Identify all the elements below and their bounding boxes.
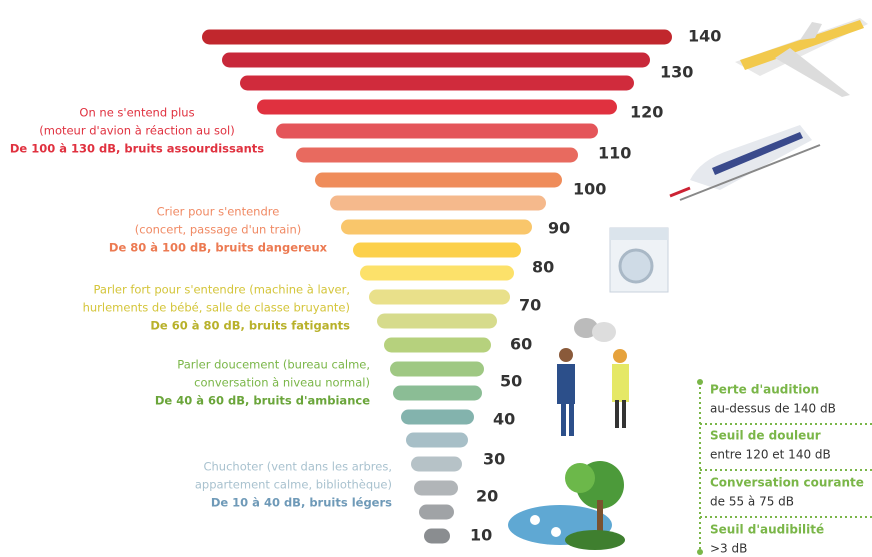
pond-icon <box>508 461 625 550</box>
level-label: 130 <box>660 63 693 82</box>
group-text: appartement calme, bibliothèque) <box>195 478 392 492</box>
legend-detail: entre 120 et 140 dB <box>710 448 831 462</box>
funnel-bar <box>296 148 578 163</box>
group-text: (concert, passage d'un train) <box>135 223 301 237</box>
legend-detail: au-dessus de 140 dB <box>710 402 836 416</box>
funnel-bar <box>390 362 484 377</box>
group-text: conversation à niveau normal) <box>194 376 370 390</box>
funnel-bar <box>202 30 672 45</box>
level-label: 30 <box>483 450 505 469</box>
legend-title: Seuil d'audibilité <box>710 523 824 537</box>
funnel-bar <box>377 314 497 329</box>
level-label: 140 <box>688 27 721 46</box>
legend-detail: >3 dB <box>710 542 747 556</box>
washing-machine-icon <box>610 228 668 292</box>
funnel-bar <box>419 505 454 520</box>
group-text: Crier pour s'entendre <box>157 205 280 219</box>
funnel-bar <box>240 76 634 91</box>
group-range: De 60 à 80 dB, bruits fatigants <box>150 319 350 333</box>
funnel-bar <box>369 290 510 305</box>
funnel-bar <box>360 266 514 281</box>
group-range: De 10 à 40 dB, bruits légers <box>211 496 392 510</box>
group-range: De 40 à 60 dB, bruits d'ambiance <box>155 394 370 408</box>
funnel-bar <box>406 433 468 448</box>
level-label: 110 <box>598 144 631 163</box>
level-label: 80 <box>532 258 554 277</box>
group-range: De 100 à 130 dB, bruits assourdissants <box>10 142 264 156</box>
funnel-bar <box>384 338 491 353</box>
funnel-bar <box>315 173 562 188</box>
funnel-bar <box>411 457 462 472</box>
infographic: 140 130 120 110 100 90 80 70 60 50 40 30 20 10 On ne s… <box>0 0 872 557</box>
funnel-bar <box>330 196 546 211</box>
funnel-bar <box>424 529 450 544</box>
level-label: 70 <box>519 296 541 315</box>
group-text: (moteur d'avion à réaction au sol) <box>39 124 234 138</box>
funnel-bar <box>257 100 617 115</box>
group-text: On ne s'entend plus <box>79 106 194 120</box>
group-text: Parler doucement (bureau calme, <box>177 358 370 372</box>
group-text: Parler fort pour s'entendre (machine à l… <box>94 283 351 297</box>
level-label: 40 <box>493 410 515 429</box>
level-label: 10 <box>470 526 492 545</box>
funnel-bar <box>222 53 650 68</box>
funnel-bar <box>276 124 598 139</box>
level-label: 60 <box>510 335 532 354</box>
legend-title: Conversation courante <box>710 476 864 490</box>
funnel-bar <box>393 386 482 401</box>
legend-title: Seuil de douleur <box>710 429 821 443</box>
legend-dot <box>697 549 703 555</box>
legend-dot <box>697 379 703 385</box>
group-range: De 80 à 100 dB, bruits dangereux <box>109 241 328 255</box>
level-label: 120 <box>630 103 663 122</box>
group-text: hurlements de bébé, salle de classe bruy… <box>83 301 350 315</box>
level-label: 20 <box>476 487 498 506</box>
funnel-bar <box>341 220 532 235</box>
legend-detail: de 55 à 75 dB <box>710 495 794 509</box>
plane-icon <box>735 18 868 97</box>
level-label: 50 <box>500 372 522 391</box>
legend-title: Perte d'audition <box>710 383 819 397</box>
level-label: 100 <box>573 180 606 199</box>
group-text: Chuchoter (vent dans les arbres, <box>203 460 392 474</box>
level-label: 90 <box>548 219 570 238</box>
train-icon <box>670 125 820 200</box>
funnel-bar <box>414 481 458 496</box>
people-icon <box>557 318 629 436</box>
funnel-bar <box>401 410 474 425</box>
funnel-bar <box>353 243 521 258</box>
